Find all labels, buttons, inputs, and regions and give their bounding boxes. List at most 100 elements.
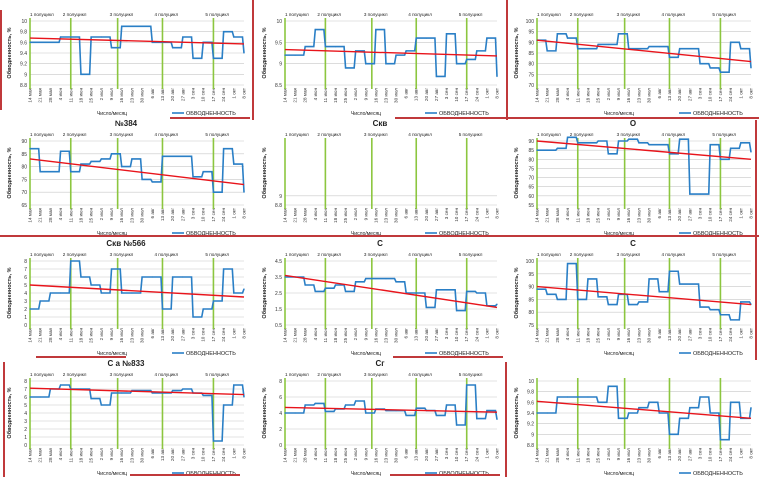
red-divider (130, 474, 240, 476)
data-point (638, 142, 640, 144)
data-point (182, 36, 184, 38)
data-point (730, 401, 732, 403)
data-point (638, 407, 640, 409)
x-tick-label: 17 сен (718, 88, 723, 102)
x-tick-label: 4 июн (58, 328, 63, 341)
x-tick-label: 24 сен (728, 88, 733, 102)
data-point (121, 25, 123, 27)
data-point (121, 392, 123, 394)
data-point (566, 136, 569, 138)
x-tick-label: 2 июл (99, 328, 104, 341)
x-tick-label: 8 окт (242, 327, 247, 338)
chart-svg: 0 2 4 6 8 Обводненность, % 14 мая 21 мая 28 мая 4… (261, 372, 500, 477)
x-tick-label: 28 мая (48, 327, 53, 342)
data-point (223, 31, 225, 33)
y-tick-label: 90 (528, 139, 534, 145)
period-marker-label: 4 полуцикл (408, 12, 432, 17)
x-tick-label: 11 июн (575, 208, 580, 223)
x-tick-label: 14 мая (28, 327, 33, 342)
x-axis-label: Число/месяц (97, 471, 127, 477)
x-tick-label: 23 июл (636, 328, 641, 343)
y-tick-label: 55 (528, 203, 534, 209)
data-point (223, 404, 225, 406)
x-tick-label: 17 сен (464, 448, 469, 462)
y-tick-label: 5 (24, 403, 27, 409)
x-tick-label: 24 сен (728, 448, 733, 462)
data-point (385, 63, 387, 65)
period-marker-label: 4 полуцикл (154, 132, 178, 137)
period-marker-label: 2 полуцикл (63, 372, 87, 377)
x-tick-label: 28 мая (555, 447, 560, 462)
series-line-obvodnennost (537, 33, 752, 73)
data-point (556, 298, 558, 300)
data-point (39, 300, 41, 302)
period-marker-label: 2 полуцикл (317, 372, 341, 377)
x-tick-label: 6 авг (404, 208, 409, 219)
data-point (709, 309, 711, 311)
x-tick-label: 18 июн (333, 88, 338, 103)
data-point (699, 306, 701, 308)
x-tick-label: 27 авг (687, 448, 692, 461)
y-tick-label: 9.2 (527, 422, 534, 428)
data-point (39, 396, 41, 398)
data-point (648, 401, 650, 403)
x-tick-label: 16 июл (119, 328, 124, 343)
y-tick-label: 9 (24, 72, 27, 78)
x-tick-label: 2 июл (99, 208, 104, 221)
x-tick-label: 4 июн (58, 88, 63, 101)
data-point (90, 398, 92, 400)
data-point (80, 276, 82, 278)
data-point (284, 412, 286, 414)
x-tick-label: 4 июн (565, 328, 570, 341)
legend-label: ОБВОДНЕННОСТЬ (693, 471, 743, 477)
data-point (587, 278, 589, 280)
x-tick-label: 2 июл (353, 328, 358, 341)
chart-svg: 70 75 80 85 90 95 100 Обводненность, % 14 мая 21 … (513, 12, 754, 117)
y-tick-label: 9.6 (20, 40, 27, 46)
x-tick-label: 20 авг (677, 448, 682, 461)
legend-label: ОБВОДНЕННОСТЬ (186, 231, 236, 237)
y-axis-label: Обводненность, % (6, 147, 13, 198)
x-tick-label: 6 авг (657, 448, 662, 459)
data-point (39, 41, 41, 43)
data-point (435, 75, 438, 78)
data-point (445, 404, 448, 406)
x-tick-label: 8 окт (749, 447, 754, 458)
x-tick-label: 10 сен (201, 208, 206, 222)
x-tick-label: 20 авг (424, 328, 429, 341)
data-point (131, 25, 133, 27)
y-tick-label: 95 (528, 272, 534, 278)
x-tick-label: 27 авг (180, 88, 185, 101)
series-line-obvodnennost (285, 28, 498, 78)
x-tick-label: 4 июн (565, 88, 570, 101)
period-marker-label: 1 полуцикл (30, 372, 54, 377)
x-tick-label: 2 июл (353, 448, 358, 461)
data-point (324, 410, 326, 412)
data-point (49, 292, 51, 294)
x-tick-label: 23 июл (383, 208, 388, 223)
x-tick-label: 21 мая (38, 207, 43, 222)
y-tick-label: 9.5 (275, 40, 282, 46)
series-line-obvodnennost (537, 385, 752, 441)
x-tick-label: 24 сен (728, 328, 733, 342)
y-tick-label: 0 (24, 443, 27, 449)
y-tick-label: 75 (528, 72, 534, 78)
data-point (730, 147, 732, 149)
x-tick-label: 30 июл (394, 208, 399, 223)
period-marker-label: 5 полуцикл (712, 252, 736, 257)
data-point (151, 181, 153, 183)
y-axis-label: Обводненность, % (513, 387, 520, 438)
x-tick-label: 13 авг (667, 328, 672, 341)
data-point (192, 316, 194, 318)
data-point (29, 396, 31, 398)
x-tick-label: 20 авг (677, 328, 682, 341)
x-tick-label: 30 июл (647, 88, 652, 103)
x-tick-label: 13 авг (667, 208, 672, 221)
x-axis-label: Число/месяц (351, 471, 381, 477)
y-tick-label: 6 (24, 395, 27, 401)
x-tick-label: 1 окт (231, 447, 236, 458)
x-tick-label: 17 сен (211, 448, 216, 462)
y-tick-label: 9.8 (527, 390, 534, 396)
data-point (314, 290, 316, 292)
data-point (131, 158, 133, 160)
